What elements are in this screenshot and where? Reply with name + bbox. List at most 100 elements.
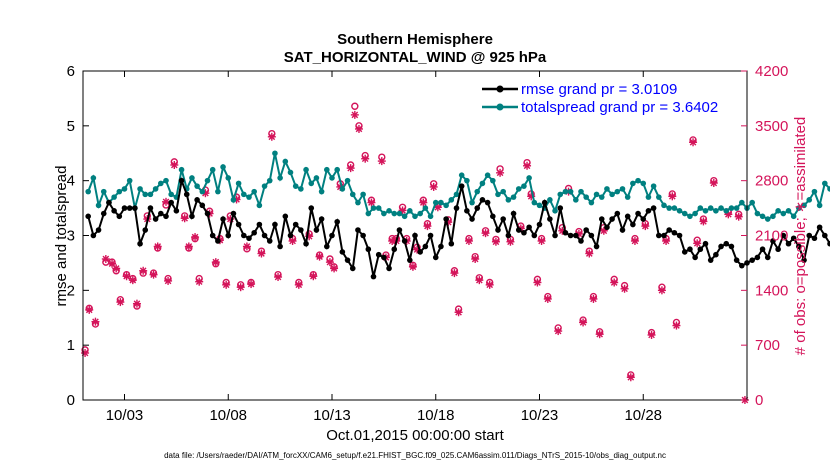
totalspread-point [723, 208, 730, 214]
rmse-point [661, 232, 667, 239]
y-right-tick-label: 2800 [755, 173, 788, 190]
totalspread-point [526, 175, 532, 181]
totalspread-point [194, 183, 200, 189]
rmse-point [619, 227, 626, 233]
totalspread-point [780, 210, 787, 217]
totalspread-point [656, 194, 662, 200]
obs-assimilated-point [257, 249, 266, 258]
obs-assimilated-point [132, 299, 141, 308]
rmse-point [277, 243, 283, 250]
rmse-point [827, 240, 830, 247]
obs-assimilated-point [709, 179, 718, 188]
totalspread-point [567, 188, 574, 195]
rmse-point [432, 254, 439, 261]
rmse-point [640, 216, 647, 222]
rmse-point [194, 197, 200, 203]
totalspread-point [531, 199, 538, 206]
rmse-point [448, 240, 455, 247]
rmse-point [90, 232, 97, 239]
totalspread-point [713, 208, 719, 214]
rmse-point [412, 232, 418, 239]
chart-title-line-1: Southern Hemisphere [337, 31, 493, 48]
y-tick-label: 3 [67, 228, 75, 245]
rmse-point [557, 205, 564, 211]
obs-assimilated-point [491, 237, 500, 246]
obs-assimilated-point [85, 305, 94, 314]
obs-assimilated-point [184, 242, 193, 251]
rmse-point [474, 205, 481, 211]
obs-assimilated-point [662, 236, 671, 245]
totalspread-point [329, 175, 335, 181]
rmse-point [630, 221, 636, 228]
totalspread-point [692, 210, 698, 217]
rmse-point [713, 251, 719, 258]
totalspread-point [790, 213, 797, 220]
totalspread-point [272, 150, 278, 157]
totalspread-point [588, 199, 595, 206]
rmse-point [370, 273, 377, 280]
plot-content [81, 102, 830, 404]
y-right-tick-label: 3500 [755, 118, 788, 135]
totalspread-point [702, 208, 709, 214]
rmse-point [334, 218, 340, 225]
obs-assimilated-point [354, 124, 363, 133]
obs-assimilated-point [585, 249, 594, 258]
totalspread-point [287, 169, 294, 176]
totalspread-point [95, 202, 102, 209]
rmse-point [147, 205, 154, 211]
obs-assimilated-point [481, 229, 490, 238]
rmse-point [152, 216, 159, 222]
rmse-point [645, 208, 652, 214]
rmse-point [282, 213, 289, 220]
obs-assimilated-point [506, 237, 515, 246]
rmse-point [785, 240, 792, 247]
legend: rmse grand pr = 3.0109 totalspread grand… [478, 77, 742, 119]
rmse-point [225, 232, 232, 239]
obs-assimilated-point [699, 217, 708, 226]
totalspread-point [443, 202, 449, 209]
totalspread-point [484, 172, 491, 178]
rmse-point [126, 205, 133, 211]
rmse-point [298, 227, 304, 233]
rmse-point [256, 221, 263, 228]
legend-totalspread-label: totalspread grand pr = 3.6402 [521, 99, 718, 116]
obs-assimilated-point [543, 294, 552, 303]
rmse-point [121, 205, 128, 211]
totalspread-point [298, 186, 304, 192]
obs-assimilated-point [693, 239, 702, 248]
obs-assimilated-point [475, 276, 484, 285]
rmse-point [438, 243, 444, 250]
rmse-point [407, 257, 413, 263]
rmse-point [215, 238, 221, 244]
obs-assimilated-point [485, 280, 494, 289]
rmse-point [624, 213, 631, 220]
totalspread-point [816, 202, 823, 209]
totalspread-point [827, 186, 830, 192]
obs-possible-point [351, 102, 359, 110]
totalspread-point [220, 164, 226, 170]
y-right-tick-label: 1400 [755, 282, 788, 299]
obs-assimilated-point [647, 330, 656, 339]
rmse-point [417, 249, 423, 255]
totalspread-point [417, 210, 423, 217]
obs-assimilated-point [139, 266, 148, 275]
x-tick-label: 10/23 [521, 407, 559, 424]
obs-assimilated-point [626, 373, 635, 382]
obs-assimilated-point [423, 222, 432, 231]
obs-assimilated-point [330, 264, 339, 273]
totalspread-point [822, 180, 828, 187]
y-right-tick-label: 700 [755, 337, 780, 354]
rmse-point [199, 202, 206, 209]
totalspread-point [152, 186, 159, 192]
rmse-point [183, 191, 190, 198]
rmse-point [547, 216, 553, 222]
rmse-point [552, 232, 558, 239]
rmse-point [609, 216, 615, 222]
rmse-point [106, 199, 112, 206]
totalspread-point [303, 166, 309, 173]
x-tick-label: 10/28 [624, 407, 662, 424]
totalspread-point [370, 205, 377, 211]
legend-background [478, 77, 742, 119]
totalspread-point [116, 188, 123, 195]
totalspread-point [137, 186, 143, 192]
